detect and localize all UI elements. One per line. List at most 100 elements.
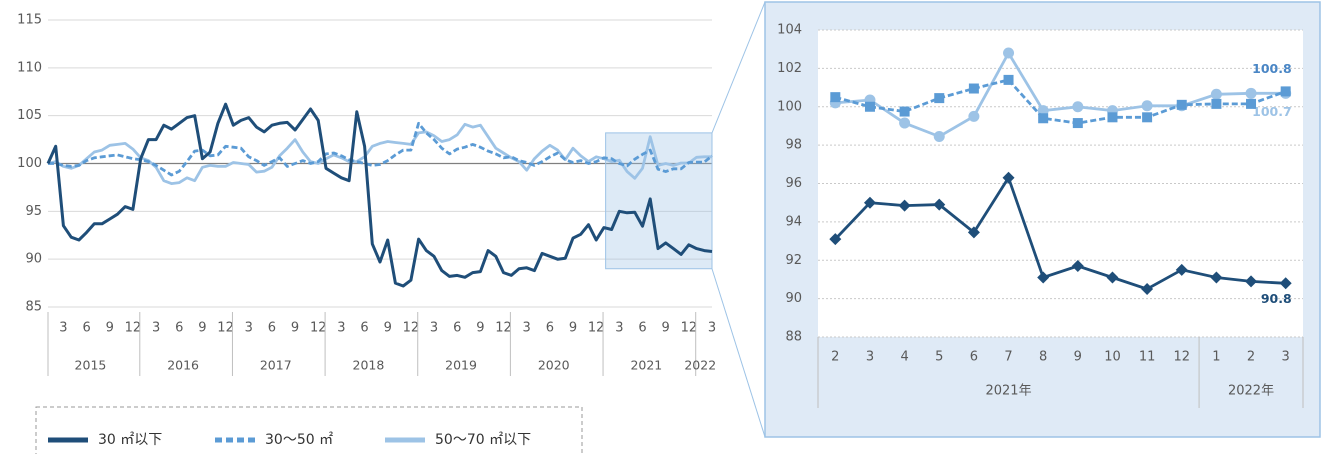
y-tick-label: 100	[17, 156, 42, 171]
marker	[1072, 118, 1083, 129]
x-tick-label: 12	[495, 321, 512, 336]
x-tick-label: 3	[430, 321, 438, 336]
y-tick-label: 110	[17, 60, 42, 75]
marker	[1141, 100, 1153, 112]
marker	[1279, 277, 1292, 290]
x-tick-label: 2	[831, 350, 839, 365]
marker	[933, 130, 945, 142]
y-tick-label: 95	[25, 204, 42, 219]
marker	[1211, 98, 1222, 109]
x-tick-label: 6	[970, 350, 978, 365]
marker	[864, 101, 875, 112]
x-tick-label: 3	[615, 321, 623, 336]
marker	[1245, 87, 1257, 99]
x-tick-label: 10	[1104, 350, 1121, 365]
data-label: 90.8	[1261, 291, 1292, 306]
year-label: 2018	[353, 358, 385, 373]
x-tick-label: 12	[125, 321, 142, 336]
x-tick-label: 4	[900, 350, 908, 365]
marker	[1002, 171, 1015, 184]
year-label: 2016	[167, 358, 199, 373]
x-tick-label: 9	[662, 321, 670, 336]
x-tick-label: 3	[523, 321, 531, 336]
marker	[1038, 113, 1049, 124]
x-tick-label: 3	[59, 321, 67, 336]
marker	[933, 198, 946, 211]
marker	[1003, 74, 1014, 85]
year-label: 2021	[630, 358, 662, 373]
marker	[830, 92, 841, 103]
legend-box	[35, 406, 583, 454]
marker	[1071, 260, 1084, 273]
x-tick-label: 11	[1139, 350, 1156, 365]
x-tick-label: 6	[268, 321, 276, 336]
x-tick-label: 8	[1039, 350, 1047, 365]
marker	[899, 106, 910, 117]
marker	[1037, 271, 1050, 284]
x-tick-label: 9	[1074, 350, 1082, 365]
y-tick-label: 96	[785, 176, 802, 191]
x-tick-label: 6	[638, 321, 646, 336]
x-tick-label: 6	[175, 321, 183, 336]
marker	[967, 226, 980, 239]
y-tick-label: 85	[25, 300, 42, 315]
marker	[968, 83, 979, 94]
year-label: 2022	[684, 358, 716, 373]
y-tick-label: 105	[17, 108, 42, 123]
marker	[898, 199, 911, 212]
y-tick-label: 88	[785, 330, 802, 345]
x-tick-label: 9	[384, 321, 392, 336]
marker	[934, 93, 945, 104]
marker	[1003, 47, 1015, 59]
marker	[829, 233, 842, 246]
y-tick-label: 102	[777, 61, 802, 76]
marker	[1210, 271, 1223, 284]
marker	[1245, 275, 1258, 288]
x-tick-label: 6	[453, 321, 461, 336]
marker	[1107, 112, 1118, 123]
x-tick-label: 3	[152, 321, 160, 336]
year-label: 2020	[538, 358, 570, 373]
marker	[968, 110, 980, 122]
y-tick-label: 94	[785, 214, 802, 229]
data-label: 100.8	[1252, 61, 1292, 76]
legend-label: 50～70 ㎡以下	[435, 432, 531, 448]
year-label: 2017	[260, 358, 292, 373]
y-tick-label: 92	[785, 253, 802, 268]
x-tick-label: 6	[360, 321, 368, 336]
connector	[711, 268, 766, 438]
y-tick-label: 100	[777, 99, 802, 114]
marker	[1072, 101, 1084, 113]
x-tick-label: 2	[1247, 350, 1255, 365]
y-tick-label: 90	[785, 291, 802, 306]
series-line	[834, 78, 1287, 125]
x-tick-label: 12	[403, 321, 420, 336]
x-tick-label: 3	[866, 350, 874, 365]
x-tick-label: 12	[1173, 350, 1190, 365]
year-label: 2015	[75, 358, 107, 373]
x-tick-label: 9	[198, 321, 206, 336]
y-tick-label: 104	[777, 23, 802, 38]
x-tick-label: 9	[106, 321, 114, 336]
x-tick-label: 12	[310, 321, 327, 336]
series-line	[835, 50, 1286, 139]
y-tick-label: 98	[785, 138, 802, 153]
x-tick-label: 12	[217, 321, 234, 336]
legend-label: 30 ㎡以下	[98, 432, 162, 448]
x-tick-label: 5	[935, 350, 943, 365]
y-tick-label: 115	[17, 13, 42, 28]
marker	[1175, 263, 1188, 276]
year-label: 2022年	[1228, 384, 1274, 399]
x-tick-label: 3	[337, 321, 345, 336]
series-line	[47, 122, 712, 185]
year-label: 2019	[445, 358, 477, 373]
marker	[1246, 98, 1257, 109]
x-tick-label: 9	[569, 321, 577, 336]
x-tick-label: 6	[82, 321, 90, 336]
marker	[899, 117, 911, 129]
marker	[1141, 283, 1154, 296]
marker	[1106, 271, 1119, 284]
x-tick-label: 9	[291, 321, 299, 336]
marker	[1142, 112, 1153, 123]
